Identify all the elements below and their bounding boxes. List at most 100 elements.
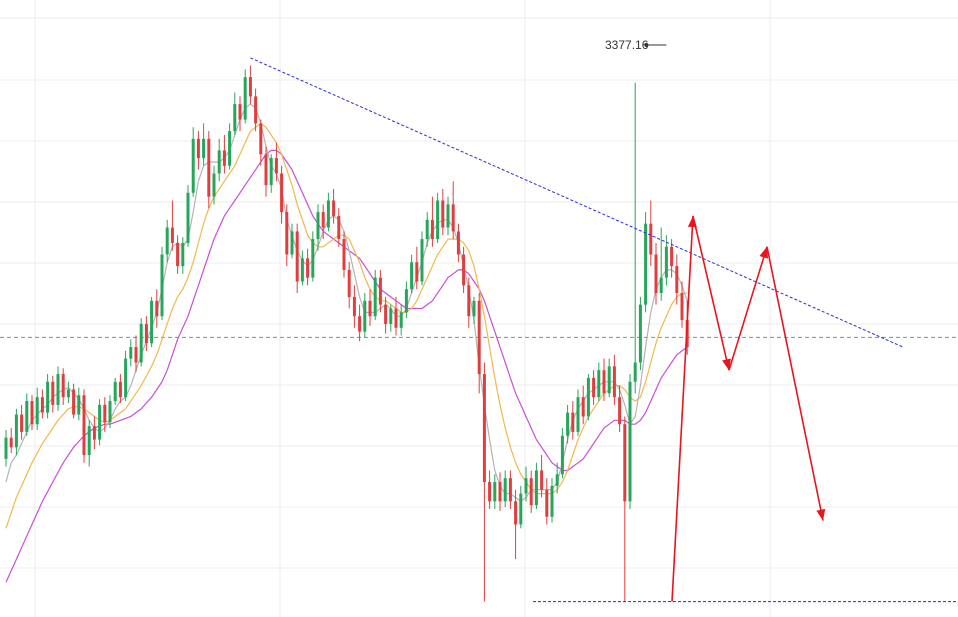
candle [248,65,252,105]
candle-body [165,227,169,255]
candle-body [14,414,18,448]
candle-body [139,323,143,363]
candle [4,429,8,467]
candle-body [4,437,8,459]
candle [462,246,466,294]
forecast-arrow-4-shaft [766,246,824,521]
candle [9,428,13,454]
candle [337,208,341,247]
candle-body [118,381,122,398]
candle-body [56,374,60,405]
candle-body [373,277,377,317]
candle [280,165,284,224]
candle-body [295,231,299,282]
candle-body [503,478,507,502]
candle [633,82,637,394]
candle [451,181,455,240]
candle [493,474,497,510]
candle [394,296,398,336]
candle-body [607,366,611,394]
candle [628,374,632,510]
candle-body [571,412,575,432]
candle [415,246,419,290]
candle [196,131,200,170]
candle [540,455,544,498]
candle-body [155,300,159,317]
candle-body [311,239,315,278]
candle [503,470,507,508]
candle-body [529,478,533,506]
candle-body [493,482,497,502]
candle [139,318,143,367]
candle-body [597,370,601,398]
candle-body [649,223,653,255]
candle-body [77,395,81,415]
peak-dot [644,43,649,47]
candle [545,478,549,525]
candle [20,404,24,440]
candle [342,231,346,278]
candle [113,377,117,405]
candle-body [358,316,362,332]
candle-body [191,138,195,193]
candle-body [337,215,341,240]
candle [378,269,382,313]
candle [550,478,554,523]
candle-body [545,489,549,517]
candle [56,366,60,411]
candle-body [228,131,232,166]
candle-body [124,358,128,398]
candle-body [654,254,658,294]
candle [482,362,486,602]
candle [285,204,289,267]
candle [508,470,512,510]
candle [243,69,247,124]
candle [233,92,237,135]
candle [467,277,471,328]
candle [150,296,154,348]
candle [618,385,622,432]
candle-body [404,289,408,313]
candle [384,296,388,334]
candle-body [482,374,486,483]
candle-body [436,200,440,240]
trendlines [250,57,958,603]
candle [124,350,128,402]
candle [25,393,29,436]
candle [659,227,663,301]
candlestick-series [4,65,689,602]
candle [373,269,377,321]
ma-gray-line [5,103,688,503]
candle-body [540,470,544,490]
candle-body [670,246,674,267]
candle-body [290,231,294,255]
candle-body [602,370,606,394]
candle-body [576,397,580,432]
candle-body [51,381,55,405]
candle-body [46,381,50,413]
candle-body [202,138,206,159]
candle [352,285,356,328]
candle [566,404,570,444]
candle [155,289,159,328]
candle-body [586,377,590,417]
candle [664,235,668,286]
candle-body [347,269,351,297]
forecast-arrows [671,215,826,602]
candle [638,296,642,371]
candle [191,127,195,197]
candle [430,196,434,247]
moving-averages [5,103,688,583]
candle-body [456,231,460,255]
candle-body [342,239,346,270]
candle-body [581,397,585,417]
candle-body [519,493,523,525]
candle-body [176,242,180,267]
candle-body [316,212,320,240]
candle-body [87,426,91,456]
candle [571,401,575,440]
candle [35,387,39,430]
candle [332,188,336,224]
forecast-arrow-3-shaft [728,246,768,371]
candle [118,374,122,403]
